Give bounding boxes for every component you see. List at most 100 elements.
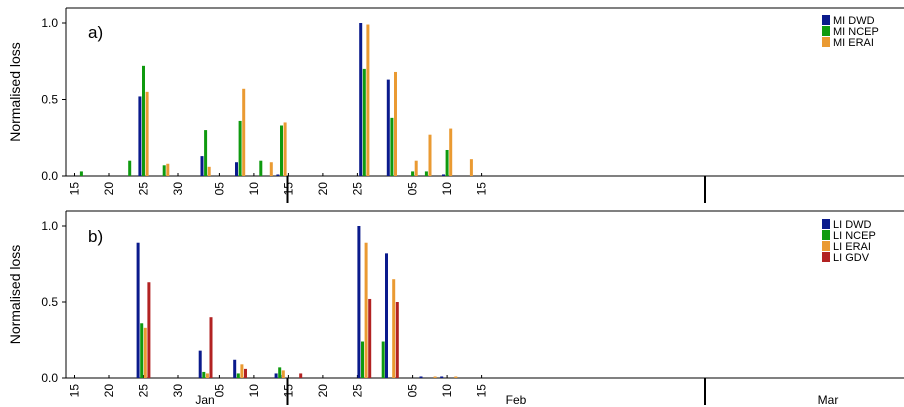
legend-label-mi-dwd: MI DWD [833,15,875,27]
legend-label-li-ncep: LI NCEP [833,230,876,242]
bar-mi-erai [449,128,453,176]
bar-mi-ncep [390,117,394,176]
legend-label-mi-ncep: MI NCEP [833,26,879,38]
x-tick-label: 20 [102,182,116,196]
bar-mi-dwd [235,162,238,176]
bar-mi-erai [428,134,432,176]
bar-li-dwd [198,350,202,378]
bar-mi-ncep [424,171,428,176]
bar-mi-erai [366,24,370,177]
legend-swatch-mi-dwd [822,15,830,25]
bar-mi-ncep [204,130,208,176]
bar-li-dwd [274,373,278,378]
bar-mi-erai [242,88,246,176]
x-tick-label: 05 [406,182,420,196]
bar-li-ncep [202,371,206,378]
bar-li-gdv [209,317,213,378]
x-tick-label: 10 [440,384,454,398]
bar-li-ncep [278,367,282,378]
bar-li-erai [433,376,437,378]
bar-li-erai [364,242,368,378]
bar-li-gdv [147,282,151,378]
bar-li-erai [240,364,244,378]
bar-mi-erai [283,122,287,176]
bar-mi-erai [145,91,149,176]
x-tick-label: 05 [212,182,226,196]
bar-mi-erai [394,71,397,176]
legend-swatch-mi-ncep [822,26,830,36]
bar-mi-erai [269,162,273,176]
bar-li-gdv [244,368,247,378]
bar-mi-ncep [411,171,415,176]
x-tick-label: 30 [171,384,185,398]
y-axis-title: Normalised loss [7,245,23,345]
legend-label-li-gdv: LI GDV [833,252,870,264]
month-label-jan: Jan [195,393,214,407]
bar-mi-ncep [445,149,449,176]
y-tick-label: 1.0 [41,16,58,30]
legend-swatch-li-dwd [822,219,830,229]
x-tick-label: 10 [247,384,261,398]
bar-li-dwd [419,376,423,378]
bar-li-ncep [361,341,364,378]
bar-li-gdv [368,298,372,378]
x-tick-label: 20 [102,384,116,398]
month-label-mar: Mar [818,393,839,407]
y-axis-title: Normalised loss [7,42,23,142]
bar-li-erai [205,373,209,378]
panel-a: 0.0 0.5 1.0 Normalised loss a) 15 20 25 30 05 10 15… [7,7,904,203]
legend-label-mi-erai: MI ERAI [833,37,874,49]
bar-mi-dwd [386,79,390,176]
bar-mi-ncep [162,165,166,176]
y-tick-label: 1.0 [41,219,58,233]
y-tick-label: 0.5 [41,295,58,309]
bar-li-ncep [236,373,240,378]
x-tick-label: 15 [475,182,489,196]
x-tick-label: 15 [68,182,82,196]
legend-swatch-li-gdv [822,252,830,262]
x-tick-label: 05 [212,384,226,398]
bar-mi-dwd [442,174,445,176]
panel-label: a) [88,23,103,42]
bar-mi-erai [166,163,170,176]
bar-li-erai [454,376,458,378]
panel-b: 0.0 0.5 1.0 Normalised loss b) 15 20 25 30 05 10 15… [7,210,904,405]
month-label-feb: Feb [506,393,527,407]
x-tick-label: 15 [68,384,82,398]
bar-li-dwd [440,376,444,378]
bar-mi-erai [207,166,211,176]
x-tick-label: 10 [247,182,261,196]
x-tick-label: 15 [475,384,489,398]
bar-mi-dwd [138,96,142,176]
x-tick-label: 10 [440,182,454,196]
x-tick-label: 20 [316,384,330,398]
bar-li-dwd [233,359,237,378]
y-tick-label: 0.0 [41,169,58,183]
bar-mi-erai [414,160,418,176]
y-tick-label: 0.0 [41,371,58,385]
bar-mi-dwd [359,23,363,176]
legend-label-li-erai: LI ERAI [833,241,871,253]
x-tick-label: 25 [137,182,151,196]
bar-mi-ncep [238,120,242,176]
bar-li-erai [143,327,147,378]
x-tick-label: 20 [316,182,330,196]
bar-li-gdv [299,373,303,378]
bar-mi-ncep [79,171,83,176]
x-tick-label: 25 [137,384,151,398]
bar-mi-ncep [259,160,263,176]
bar-mi-dwd [276,174,280,176]
bar-mi-ncep [142,65,145,176]
legend-label-li-dwd: LI DWD [833,219,872,231]
legend-swatch-mi-erai [822,37,830,47]
bar-li-ncep [140,323,144,378]
bar-li-dwd [385,253,388,378]
y-tick-label: 0.5 [41,93,58,107]
bar-li-dwd [136,242,140,378]
bar-mi-erai [469,159,473,176]
x-tick-label: 30 [171,182,185,196]
x-tick-label: 05 [406,384,420,398]
bar-mi-ncep [128,160,132,176]
bar-mi-ncep [280,125,283,176]
